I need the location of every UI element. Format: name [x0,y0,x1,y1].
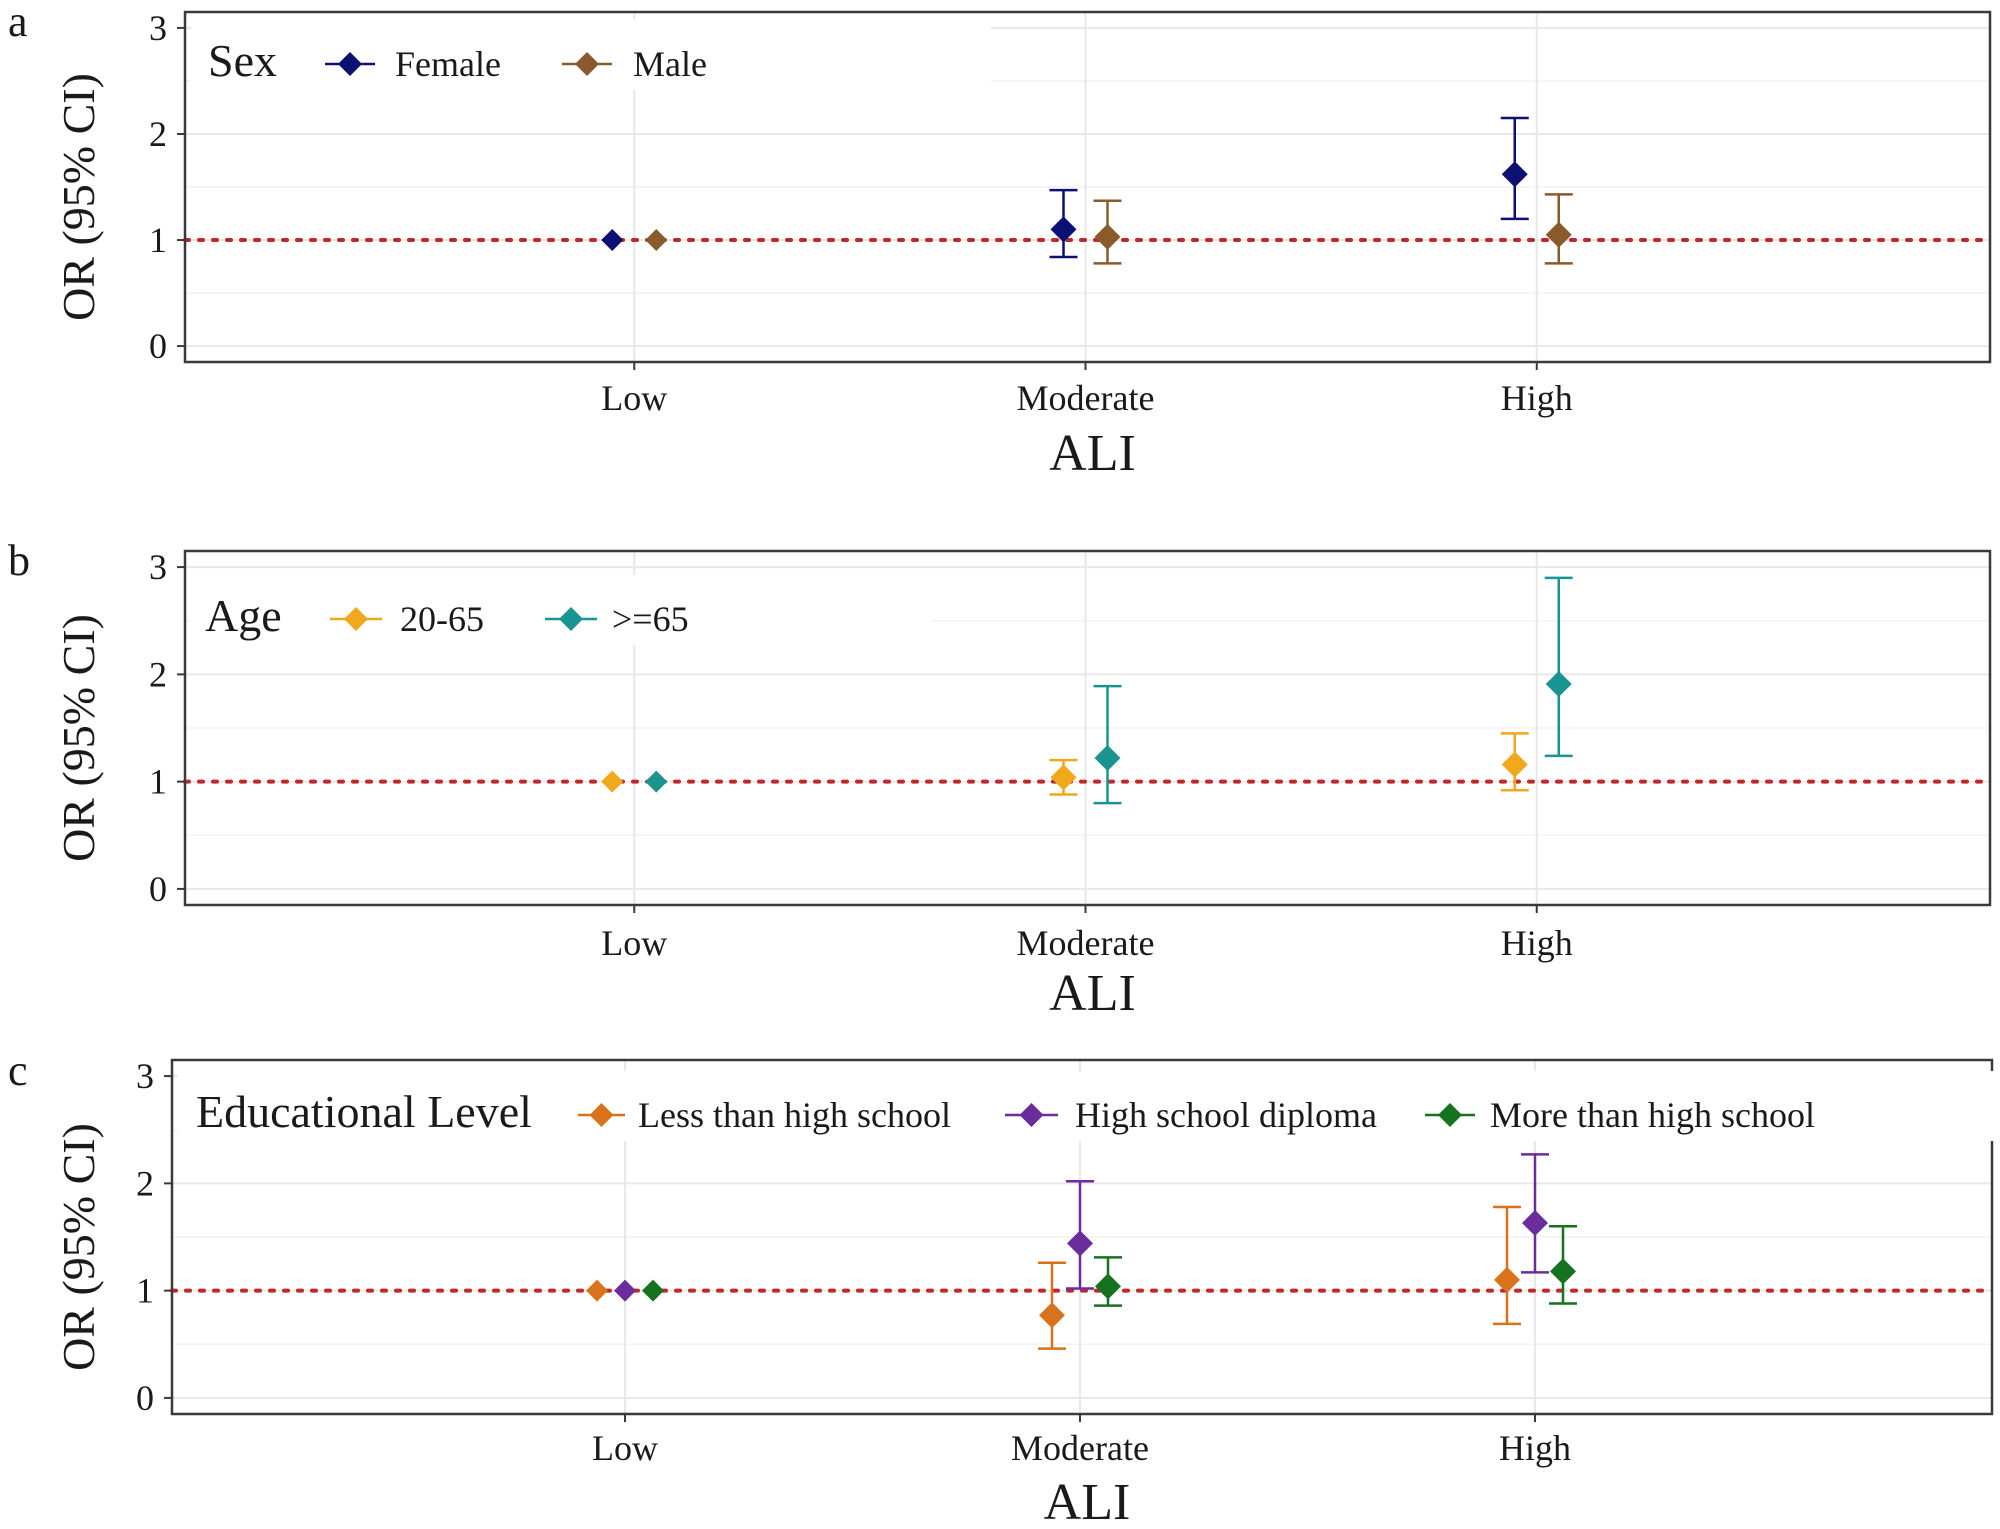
legend-title: Age [205,590,282,641]
legend-label: Male [633,44,707,84]
data-point [1094,745,1121,772]
series-high-school-diploma [614,1153,1549,1302]
panel-a: 0 1 2 3 Low Moderate High ALI OR (95% CI) a Sex Fem… [8,0,1992,482]
legend-background [191,20,991,90]
series-less-than-high-school [586,1205,1521,1350]
y-axis-title: OR (95% CI) [53,1123,104,1371]
data-point [586,1279,608,1302]
x-tick-label: High [1501,923,1573,963]
x-tick-label: High [1499,1428,1571,1468]
panel-letter: c [8,1046,28,1095]
data-point [614,1279,636,1302]
x-tick-label: Moderate [1011,1428,1149,1468]
y-tick-label: 1 [136,1271,154,1311]
x-tick-label: Low [601,378,667,418]
data-point [1039,1302,1065,1329]
x-tick-label: Moderate [1017,923,1155,963]
data-point [1550,1258,1576,1285]
legend-title: Educational Level [196,1086,532,1137]
y-tick-label: 2 [149,114,167,154]
series--65 [645,576,1573,805]
data-point [1050,764,1077,791]
legend-key-marker [338,52,362,76]
data-point [1545,671,1572,698]
legend-title: Sex [208,35,277,86]
legend-label: More than high school [1490,1095,1815,1135]
series-female [601,116,1529,259]
panel-letter: a [8,0,28,46]
legend-background [178,1071,2000,1141]
data-point [645,770,668,793]
legend: Age 20-65 >=65 [191,575,931,645]
x-axis-title: ALI [1049,425,1136,482]
legend-label: Female [395,44,501,84]
data-point [1050,216,1077,243]
y-tick-label: 0 [149,869,167,909]
data-point [1095,1273,1121,1300]
data-point [1494,1266,1520,1293]
panel-border [183,10,1992,364]
legend-key-marker [589,1103,614,1127]
legend-label: >=65 [612,599,689,639]
data-point [1522,1210,1548,1237]
data-point [1094,223,1121,250]
x-axis-title: ALI [1044,1474,1131,1529]
legend-label: Less than high school [638,1095,951,1135]
x-tick-label: Low [592,1428,658,1468]
y-tick-label: 3 [149,547,167,587]
data-point [645,229,668,252]
series-male [645,193,1573,265]
legend-label: High school diploma [1075,1095,1377,1135]
y-axis-title: OR (95% CI) [53,614,104,862]
legend-key-marker [344,607,368,631]
y-axis-title: OR (95% CI) [53,73,104,321]
panel-c: 0 1 2 3 Low Moderate High ALI OR (95% CI) c Educat… [8,1046,2000,1529]
legend-label: 20-65 [400,599,484,639]
data-point [601,229,624,252]
data-point [1501,751,1528,778]
legend-key-marker [1438,1103,1462,1127]
data-point [642,1279,664,1302]
y-tick-label: 2 [136,1163,154,1203]
legend-background [191,575,931,645]
panel-border [183,549,1992,907]
legend-key-marker [575,52,599,76]
legend-key-marker [559,607,583,631]
y-tick-label: 2 [149,654,167,694]
y-tick-label: 1 [149,220,167,260]
x-tick-label: High [1501,378,1573,418]
y-tick-label: 3 [136,1056,154,1096]
data-point [1545,221,1572,248]
x-tick-label: Moderate [1017,378,1155,418]
data-point [1501,161,1528,188]
y-tick-label: 0 [149,326,167,366]
legend-key-marker [1019,1103,1044,1127]
legend: Educational Level Less than high school Hi… [178,1071,2000,1141]
y-tick-label: 0 [136,1378,154,1418]
data-point [601,770,624,793]
x-axis-title: ALI [1049,965,1136,1022]
panel-b: 0 1 2 3 Low Moderate High ALI OR (95% CI) b Age 20-… [8,536,1992,1022]
panel-letter: b [8,536,30,585]
y-tick-label: 3 [149,8,167,48]
series-20-65 [601,732,1529,796]
legend: Sex Female Male [191,20,991,90]
series-more-than-high-school [642,1225,1577,1307]
x-tick-label: Low [601,923,667,963]
y-tick-label: 1 [149,762,167,802]
data-point [1067,1230,1093,1257]
panel-border [170,1058,1994,1416]
